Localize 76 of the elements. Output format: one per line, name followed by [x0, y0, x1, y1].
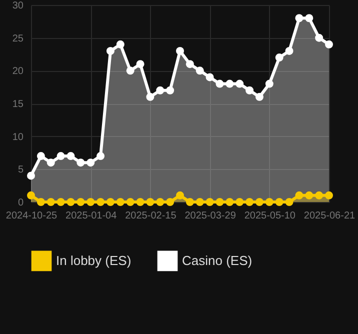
point	[86, 158, 95, 167]
point	[56, 198, 65, 206]
point	[176, 46, 184, 55]
y-tick-label: 30	[12, 0, 24, 12]
point	[255, 198, 264, 206]
point	[126, 66, 134, 75]
y-tick-label: 5	[18, 164, 24, 176]
point	[146, 198, 154, 206]
x-tick-label: 2025-03-29	[184, 210, 236, 222]
point	[36, 152, 45, 160]
point	[176, 191, 184, 200]
point	[46, 198, 55, 206]
y-tick-label: 15	[12, 99, 24, 110]
point	[136, 198, 144, 206]
point	[76, 198, 85, 206]
point	[216, 198, 224, 206]
point	[186, 60, 194, 68]
point	[186, 198, 194, 206]
point	[325, 40, 333, 48]
point	[196, 198, 204, 206]
y-tick-label: 0	[18, 198, 24, 208]
point	[136, 60, 144, 68]
point	[66, 152, 75, 160]
point	[275, 54, 284, 62]
y-tick-label: 25	[12, 33, 24, 44]
legend-label: Casino (ES)	[182, 252, 252, 268]
point	[206, 73, 214, 82]
point	[315, 191, 324, 200]
point	[206, 198, 214, 206]
point	[295, 14, 304, 22]
point	[106, 46, 114, 55]
point	[246, 198, 254, 206]
point	[116, 198, 124, 206]
x-tick-label: 2025-05-10	[244, 210, 296, 222]
point	[275, 198, 284, 206]
point	[156, 86, 164, 94]
x-tick-label: 2025-06-21	[304, 210, 356, 222]
point	[305, 14, 314, 22]
point	[285, 198, 294, 206]
point	[86, 198, 95, 206]
x-tick-label: 2024-10-25	[6, 210, 58, 222]
point	[305, 191, 314, 200]
point	[246, 86, 254, 94]
point	[146, 92, 154, 101]
point	[285, 46, 294, 55]
point	[295, 191, 304, 200]
point	[46, 158, 55, 167]
point	[226, 80, 234, 88]
x-tick-label: 2025-01-04	[66, 210, 118, 222]
point	[96, 198, 105, 206]
point	[236, 198, 244, 206]
point	[66, 198, 75, 206]
point	[255, 92, 264, 101]
point	[76, 158, 85, 167]
point	[265, 198, 274, 206]
point	[36, 198, 45, 206]
point	[216, 80, 224, 88]
x-tick-label: 2025-02-15	[125, 210, 177, 222]
point	[27, 191, 35, 200]
point	[106, 198, 114, 206]
y-tick-label: 20	[12, 66, 24, 78]
y-tick-label: 10	[12, 132, 24, 143]
point	[196, 66, 204, 75]
point	[315, 34, 324, 42]
point	[27, 172, 35, 180]
legend-label: In lobby (ES)	[56, 252, 132, 268]
point	[265, 80, 274, 88]
point	[116, 40, 124, 48]
point	[96, 152, 105, 160]
point	[166, 86, 174, 94]
point	[325, 191, 333, 200]
point	[156, 198, 164, 206]
point	[226, 198, 234, 206]
point	[166, 198, 174, 206]
point	[56, 152, 65, 160]
point	[236, 80, 244, 88]
